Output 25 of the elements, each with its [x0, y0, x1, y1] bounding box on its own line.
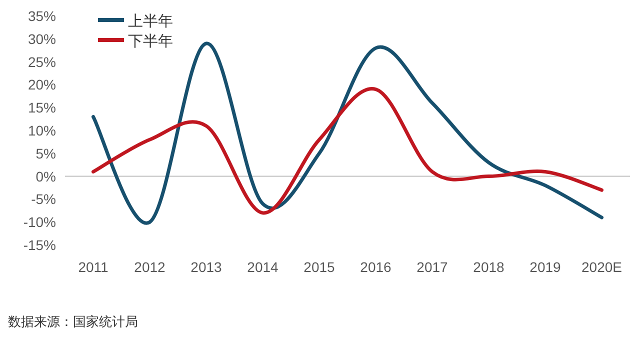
legend-label: 下半年	[128, 33, 173, 50]
x-tick-label: 2015	[304, 259, 336, 275]
line-series	[92, 87, 604, 215]
y-tick-label: -5%	[31, 191, 56, 208]
y-tick-label: 30%	[28, 30, 56, 47]
y-tick-label: 35%	[28, 8, 56, 24]
source-note: 数据来源：国家统计局	[8, 314, 138, 329]
x-tick-label: 2012	[134, 259, 166, 275]
x-tick-label: 2011	[78, 259, 109, 275]
x-tick-label: 2014	[247, 259, 279, 275]
y-tick-label: 5%	[36, 145, 56, 162]
y-tick-label: 20%	[28, 76, 56, 93]
x-tick-label: 2017	[416, 259, 448, 275]
y-tick-label: -15%	[23, 237, 56, 253]
legend-label: 上半年	[128, 13, 173, 30]
x-tick-label: 2019	[530, 259, 562, 275]
y-tick-label: 0%	[36, 168, 56, 184]
x-tick-label: 2018	[473, 259, 505, 275]
y-tick-label: 15%	[28, 100, 56, 116]
y-tick-label: 25%	[28, 54, 56, 70]
y-tick-label: 10%	[28, 122, 56, 138]
y-tick-label: -10%	[23, 214, 56, 230]
x-tick-label: 2016	[360, 259, 392, 275]
x-tick-label: 2013	[190, 259, 222, 275]
x-tick-label: 2020E	[582, 259, 622, 275]
